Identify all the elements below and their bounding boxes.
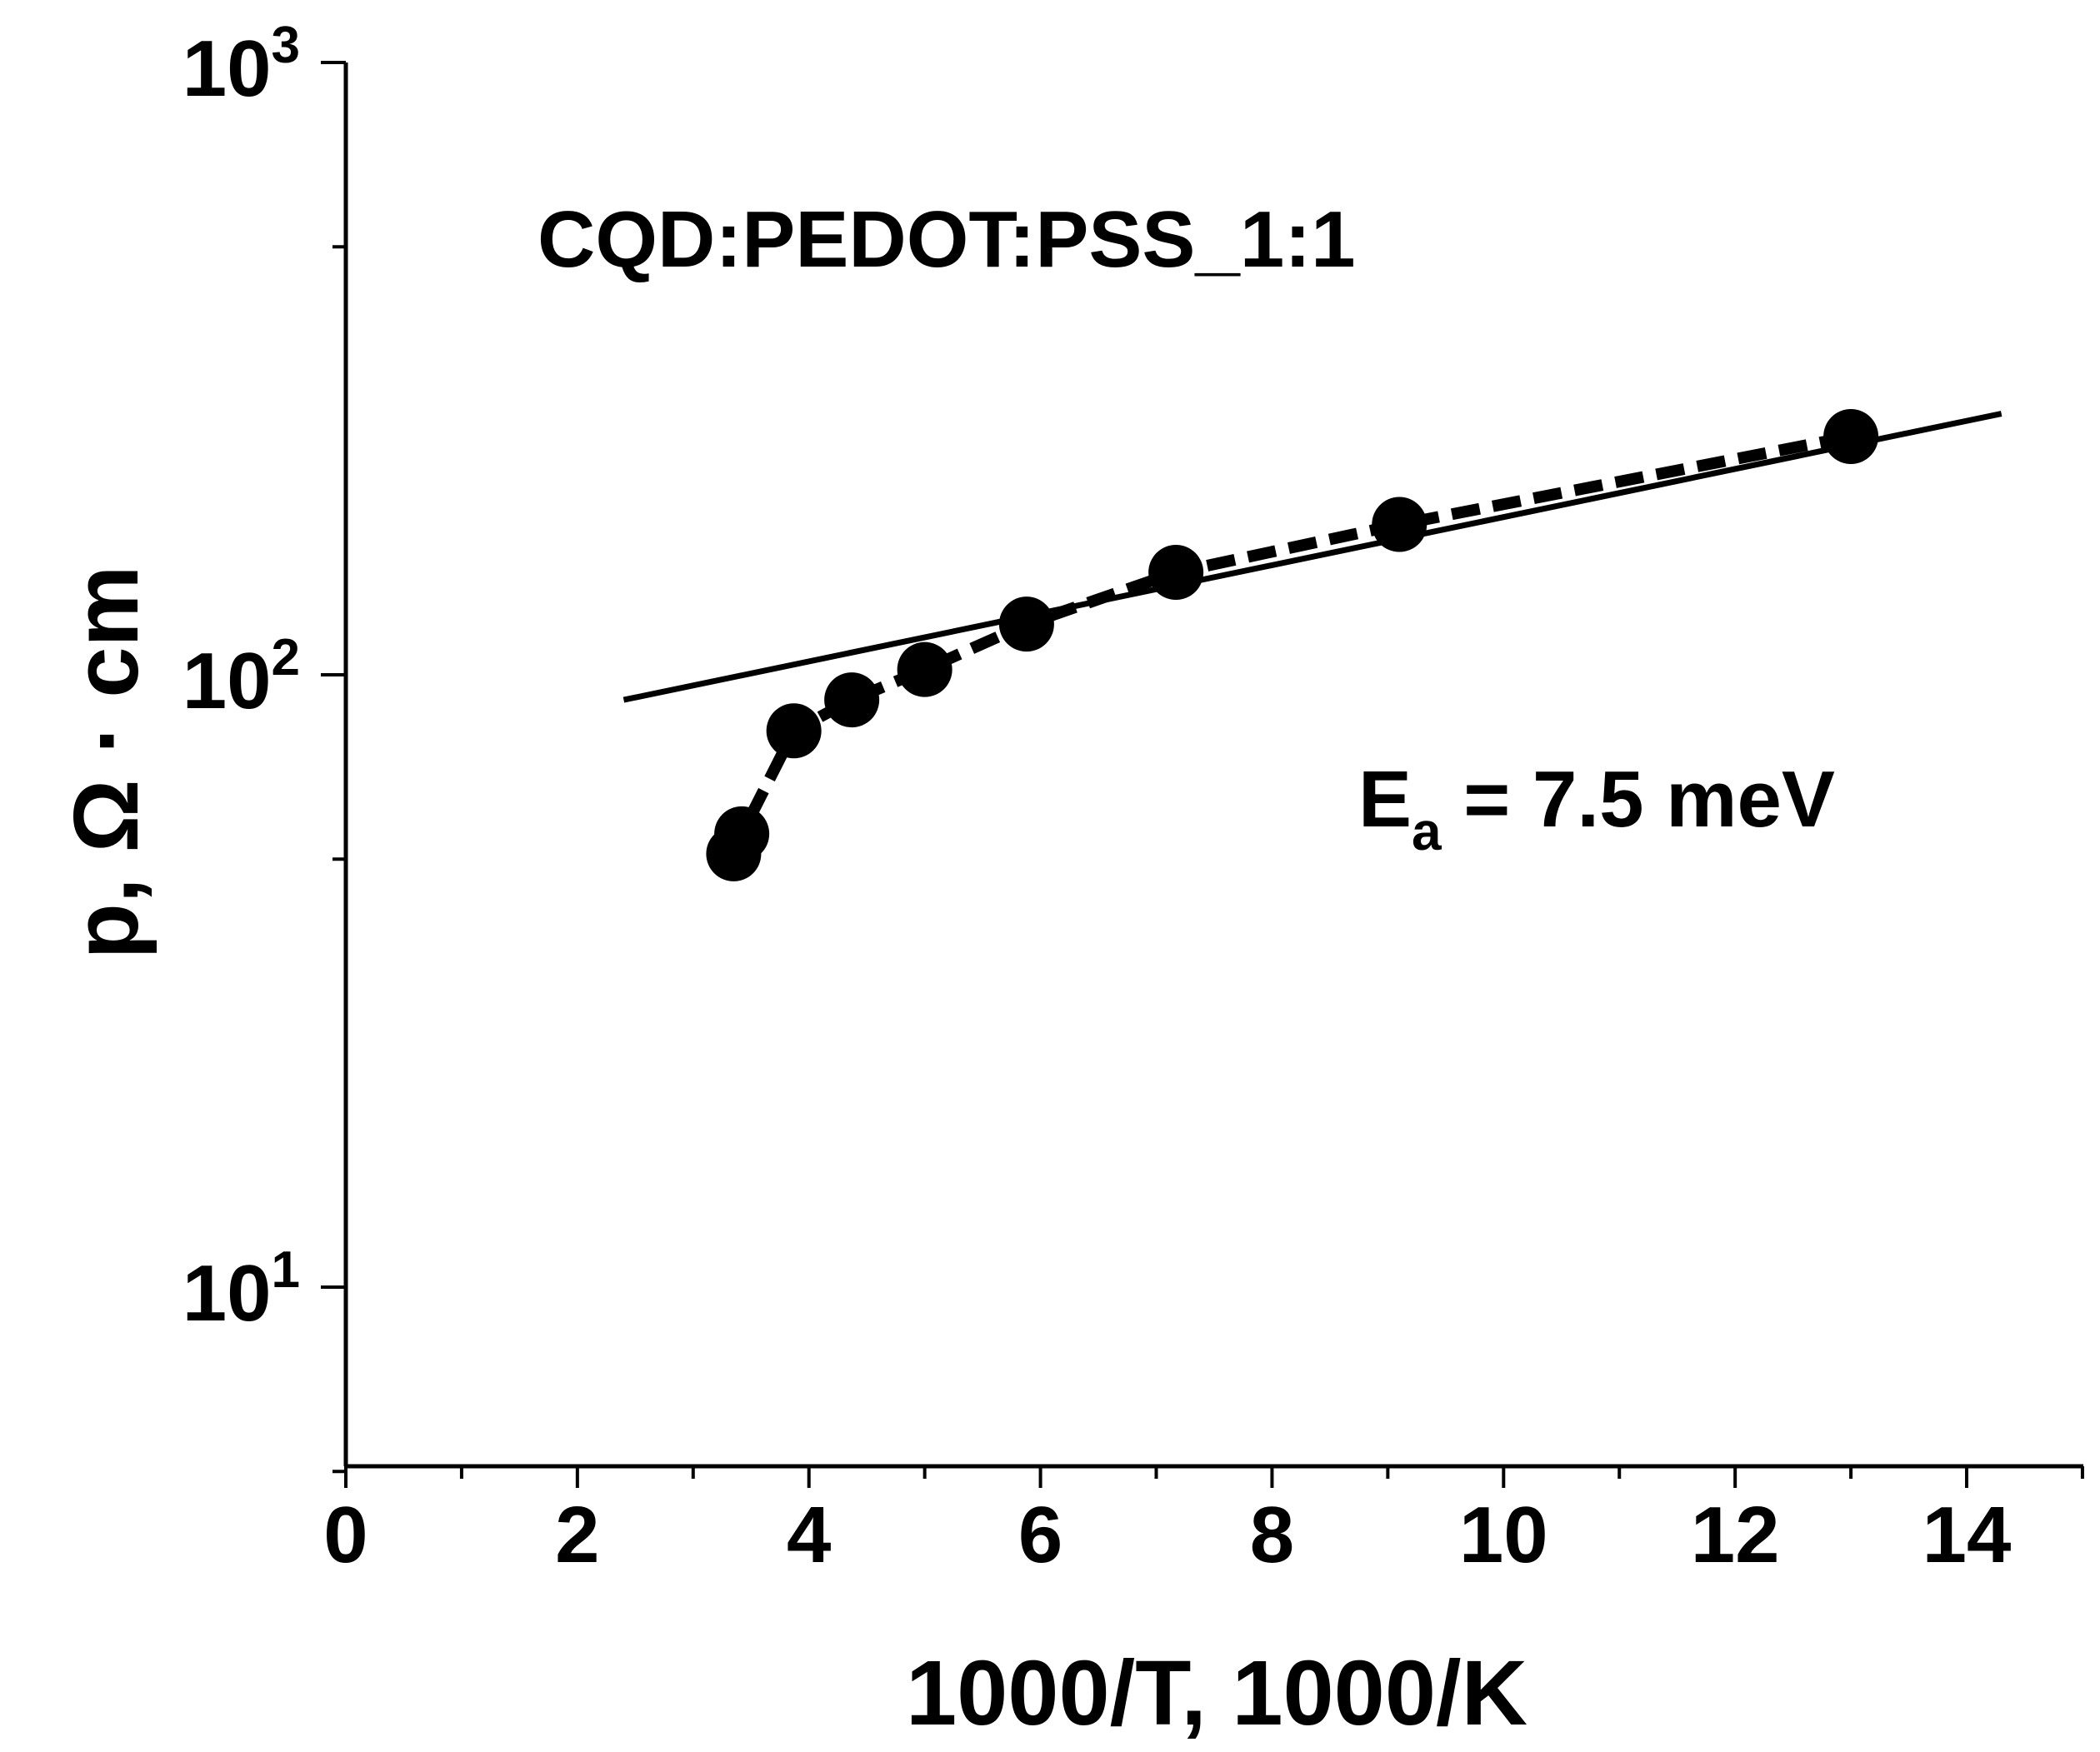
y-ticks	[321, 61, 346, 1474]
data-point	[766, 703, 822, 759]
y-tick-exponent: 3	[272, 17, 300, 74]
ea-symbol: E	[1358, 755, 1412, 844]
sample-annotation: CQD:PEDOT:PSS_1:1	[538, 195, 1356, 284]
ea-subscript: a	[1412, 801, 1442, 861]
y-tick-label: 101	[182, 1241, 300, 1338]
axes	[343, 62, 2083, 1469]
y-tick-base: 10	[182, 24, 272, 113]
x-tick-label: 12	[1691, 1490, 1780, 1580]
y-tick-base: 10	[182, 636, 272, 726]
fit-line	[622, 411, 2002, 703]
data-point	[1148, 545, 1204, 601]
y-tick-exponent: 1	[272, 1241, 300, 1299]
y-tick-base: 10	[182, 1249, 272, 1338]
x-axis-label: 1000/T, 1000/K	[906, 1642, 1528, 1745]
x-tick-label: 14	[1922, 1490, 2012, 1580]
data-point	[824, 672, 880, 728]
x-tick-label: 0	[323, 1490, 368, 1580]
activation-energy-annotation: Ea = 7.5 meV	[1358, 755, 1835, 861]
data-point	[1823, 408, 1879, 464]
data-point	[1372, 497, 1428, 552]
x-tick-label: 4	[787, 1490, 831, 1580]
x-tick-label: 8	[1250, 1490, 1294, 1580]
x-tick-label: 10	[1459, 1490, 1548, 1580]
y-tick-exponent: 2	[272, 629, 300, 686]
ea-value: = 7.5 meV	[1442, 755, 1835, 844]
y-tick-label: 103	[182, 17, 300, 113]
x-ticks	[344, 1466, 2084, 1488]
y-axis-label-symbol: p,	[55, 878, 158, 960]
x-tick-label: 2	[555, 1490, 599, 1580]
y-axis-label-unit: Ω · cm	[55, 566, 158, 853]
x-tick-labels: 0 2 4 6 8 10 12 14	[323, 1490, 2011, 1580]
y-tick-label: 102	[182, 629, 300, 726]
data-points	[706, 408, 1879, 881]
series-line	[728, 431, 1852, 856]
x-tick-label: 6	[1018, 1490, 1062, 1580]
data-point	[998, 596, 1054, 652]
data-point	[897, 641, 952, 697]
y-axis-label: p, Ω · cm	[55, 566, 158, 960]
data-point	[714, 806, 770, 861]
